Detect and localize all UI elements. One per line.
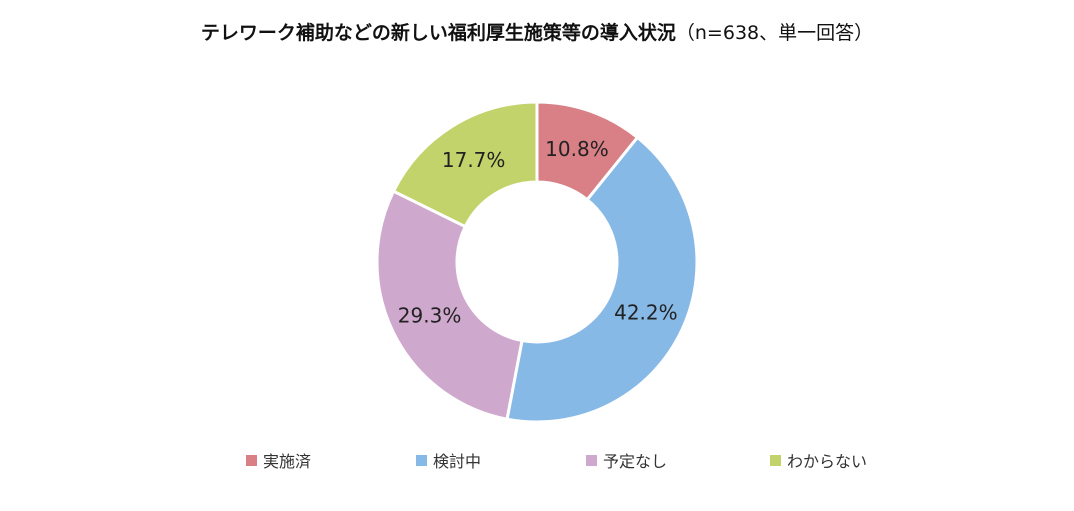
legend-label: 実施済 — [263, 452, 312, 471]
legend-swatch — [416, 454, 427, 466]
legend-swatch — [246, 454, 257, 466]
slice-no-plan — [375, 189, 524, 421]
legend-item-implemented: 実施済 — [246, 448, 311, 472]
data-labels: 10.8% 42.2% 29.3% 17.7% — [398, 137, 678, 328]
legend-label: 検討中 — [433, 452, 482, 471]
legend-item-no-plan: 予定なし — [586, 448, 667, 472]
chart-title-main: テレワーク補助などの新しい福利厚生施策等の導入状況 — [200, 22, 676, 44]
data-label-unknown: 17.7% — [442, 148, 506, 172]
chart-title: テレワーク補助などの新しい福利厚生施策等の導入状況（n=638、単一回答） — [0, 18, 1074, 45]
legend-item-unknown: わからない — [770, 448, 867, 472]
legend-label: 予定なし — [603, 452, 668, 471]
slice-considering — [505, 135, 699, 424]
data-label-implemented: 10.8% — [545, 137, 609, 161]
data-label-no-plan: 29.3% — [398, 303, 462, 327]
legend-label: わからない — [787, 452, 868, 471]
legend-swatch — [770, 454, 781, 466]
chart-subtitle: （n=638、単一回答） — [675, 22, 874, 44]
donut-chart: 10.8% 42.2% 29.3% 17.7% — [375, 100, 699, 424]
legend-item-considering: 検討中 — [416, 448, 481, 472]
legend: 実施済 検討中 予定なし わからない — [0, 448, 1074, 472]
slice-unknown — [391, 100, 539, 229]
data-label-considering: 42.2% — [614, 300, 678, 324]
donut-slices — [375, 100, 699, 424]
legend-swatch — [586, 454, 597, 466]
